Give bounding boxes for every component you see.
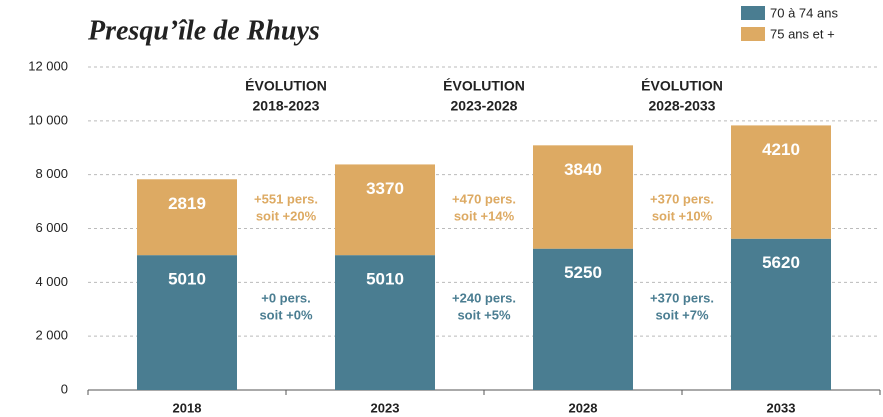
value-label: 2819 <box>168 194 206 213</box>
annotation-change: +0 pers. <box>261 290 311 305</box>
legend-label: 70 à 74 ans <box>770 5 838 20</box>
annotation-title: 2018-2023 <box>253 98 320 114</box>
chart-title: Presqu’île de Rhuys <box>87 15 320 46</box>
annotation-title: 2023-2028 <box>451 98 518 114</box>
y-tick-label: 12 000 <box>28 58 68 73</box>
bar-segment <box>731 238 831 390</box>
value-label: 3370 <box>366 179 404 198</box>
annotation-change: soit +14% <box>454 208 515 223</box>
y-tick-label: 2 000 <box>35 328 68 343</box>
bar-segment <box>335 164 435 256</box>
bar-segment <box>137 255 237 390</box>
value-label: 4210 <box>762 140 800 159</box>
bar-segment <box>533 248 633 390</box>
annotation-change: +470 pers. <box>452 191 516 206</box>
legend-label: 75 ans et + <box>770 26 835 41</box>
value-label: 5250 <box>564 263 602 282</box>
annotation-change: soit +5% <box>457 307 511 322</box>
annotation-change: +551 pers. <box>254 191 318 206</box>
legend-swatch <box>741 6 765 20</box>
annotation-title: ÉVOLUTION <box>443 78 525 94</box>
bar-segment <box>731 125 831 239</box>
x-tick-label: 2028 <box>569 400 598 415</box>
bar-segment <box>533 145 633 249</box>
value-label: 5010 <box>168 270 206 289</box>
annotation-change: +370 pers. <box>650 290 714 305</box>
legend-swatch <box>741 27 765 41</box>
value-label: 5010 <box>366 270 404 289</box>
annotation-title: ÉVOLUTION <box>245 78 327 94</box>
y-tick-label: 6 000 <box>35 220 68 235</box>
x-tick-label: 2023 <box>371 400 400 415</box>
annotation-change: +370 pers. <box>650 191 714 206</box>
x-tick-label: 2018 <box>173 400 202 415</box>
value-label: 3840 <box>564 160 602 179</box>
bar-segment <box>137 179 237 256</box>
bar-segment <box>335 255 435 390</box>
value-label: 5620 <box>762 253 800 272</box>
annotation-title: ÉVOLUTION <box>641 78 723 94</box>
annotation-change: soit +7% <box>655 307 709 322</box>
y-tick-label: 10 000 <box>28 112 68 127</box>
annotation-title: 2028-2033 <box>649 98 716 114</box>
y-tick-label: 4 000 <box>35 274 68 289</box>
y-tick-label: 0 <box>61 381 68 396</box>
annotation-change: soit +20% <box>256 208 317 223</box>
x-tick-label: 2033 <box>767 400 796 415</box>
annotation-change: soit +0% <box>259 307 313 322</box>
annotation-change: soit +10% <box>652 208 713 223</box>
y-tick-label: 8 000 <box>35 166 68 181</box>
annotation-change: +240 pers. <box>452 290 516 305</box>
